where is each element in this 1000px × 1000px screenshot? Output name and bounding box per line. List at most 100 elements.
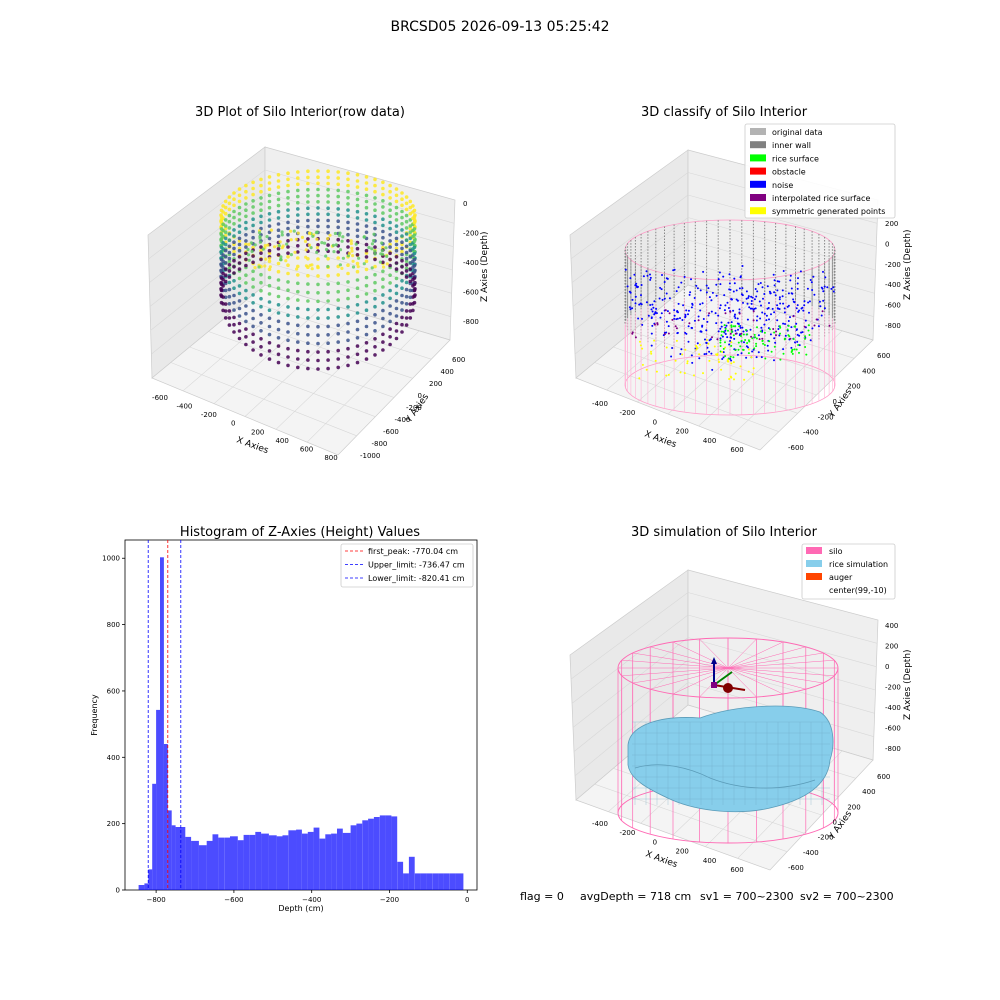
sv1-text: sv1 = 700~2300 (700, 890, 794, 903)
panel1-data-point (384, 246, 388, 250)
panel1-data-point (223, 302, 228, 306)
panel1-data-point (394, 230, 399, 234)
panel1-data-point (355, 336, 360, 340)
panel1-data-point (296, 225, 300, 230)
panel2-data-point (804, 335, 807, 338)
panel2-data-point (695, 284, 698, 287)
panel1-data-point (276, 209, 281, 214)
panel1-data-point (286, 232, 290, 237)
panel1-data-point (355, 228, 360, 232)
panel2-data-point (710, 299, 713, 302)
panel1-data-point (267, 341, 272, 345)
histogram-bar (206, 840, 213, 890)
panel1-data-point (286, 355, 290, 359)
panel2-data-point (741, 265, 744, 267)
panel1-data-point (227, 232, 232, 236)
panel1-data-point (412, 270, 417, 274)
panel2-data-point (763, 331, 766, 334)
panel1-data-point (237, 224, 242, 228)
panel1-data-point (219, 293, 223, 297)
panel1-data-point (286, 251, 290, 255)
panel1-data-point (259, 321, 263, 325)
panel1-data-point (296, 176, 300, 180)
panel2-data-point (646, 274, 649, 277)
panel1-data-point (306, 307, 310, 312)
panel1-z-tick-label: -400 (463, 259, 479, 267)
panel1-data-point (267, 199, 272, 204)
panel1-data-point (400, 197, 404, 201)
panel2-data-point (645, 270, 648, 273)
panel2-data-point (742, 333, 745, 336)
panel1-data-point (338, 263, 342, 267)
panel2-data-point (649, 273, 651, 276)
panel2-data-point (732, 290, 735, 293)
panel1-data-point (295, 267, 299, 271)
panel2-data-point (697, 315, 700, 318)
panel2-data-point (698, 353, 701, 356)
panel2-data-point (722, 330, 725, 333)
panel1-data-point (276, 327, 281, 332)
panel1-data-point (388, 296, 392, 301)
histogram-bar (224, 837, 230, 890)
panel2-data-point (807, 324, 810, 327)
panel1-data-point (355, 261, 360, 266)
panel1-data-point (258, 240, 262, 244)
panel2-data-point (769, 292, 772, 295)
panel2-data-point (653, 323, 656, 326)
panel1-data-point (404, 232, 409, 236)
panel1-data-point (364, 187, 369, 191)
panel4-z-tick-label: -400 (885, 704, 901, 712)
panel2-data-point (696, 342, 699, 345)
panel1-data-point (221, 253, 225, 257)
panel1-x-tick-label: 0 (231, 420, 235, 428)
panel2-data-point (690, 278, 692, 281)
panel1-x-ticks: -600 -400 -200 0 200 400 600 800 (152, 394, 338, 462)
histogram-bar (403, 873, 409, 890)
panel2-data-point (724, 312, 727, 315)
panel2-data-point (676, 310, 679, 312)
panel1-data-point (251, 180, 255, 185)
panel1-data-point (355, 327, 360, 332)
panel1-data-point (346, 313, 350, 318)
panel1-data-point (388, 183, 392, 188)
panel2-data-point (755, 342, 758, 345)
panel2-data-point (730, 298, 733, 301)
panel1-data-point (227, 302, 232, 306)
panel1-data-point (249, 241, 253, 245)
panel1-data-point (394, 193, 399, 198)
panel1-data-point (346, 338, 350, 343)
panel1-data-point (244, 208, 248, 212)
panel1-data-point (296, 289, 300, 294)
panel2-data-point (803, 325, 806, 328)
panel2-data-point (737, 328, 739, 331)
panel2-data-point (786, 328, 789, 331)
panel1-data-point (244, 251, 248, 256)
panel1-data-point (232, 215, 236, 220)
panel2-data-point (690, 354, 693, 357)
panel2-data-point (786, 305, 789, 308)
panel2-data-point (737, 348, 740, 351)
panel1-data-point (412, 227, 417, 231)
panel1-data-point (394, 236, 399, 241)
panel1-data-point (232, 228, 236, 232)
panel2-data-point (675, 327, 678, 330)
panel2-data-point (667, 332, 670, 335)
panel2-data-point (725, 324, 728, 327)
panel2-data-point (655, 307, 658, 310)
panel2-data-point (807, 329, 810, 332)
panel2-x-tick-label: 600 (730, 446, 743, 454)
panel1-data-point (276, 173, 281, 177)
panel2-data-point (733, 277, 736, 280)
panel1-data-point (257, 265, 261, 269)
panel2-data-point (708, 359, 711, 362)
panel1-data-point (232, 252, 236, 257)
panel2-data-point (724, 355, 727, 358)
panel1-data-point (404, 256, 409, 261)
panel1-data-point (246, 253, 251, 257)
panel1-data-point (316, 224, 320, 229)
panel1-data-point (346, 363, 350, 368)
panel2-data-point (770, 350, 773, 353)
panel1-data-point (336, 213, 341, 217)
panel1-data-point (221, 259, 225, 264)
